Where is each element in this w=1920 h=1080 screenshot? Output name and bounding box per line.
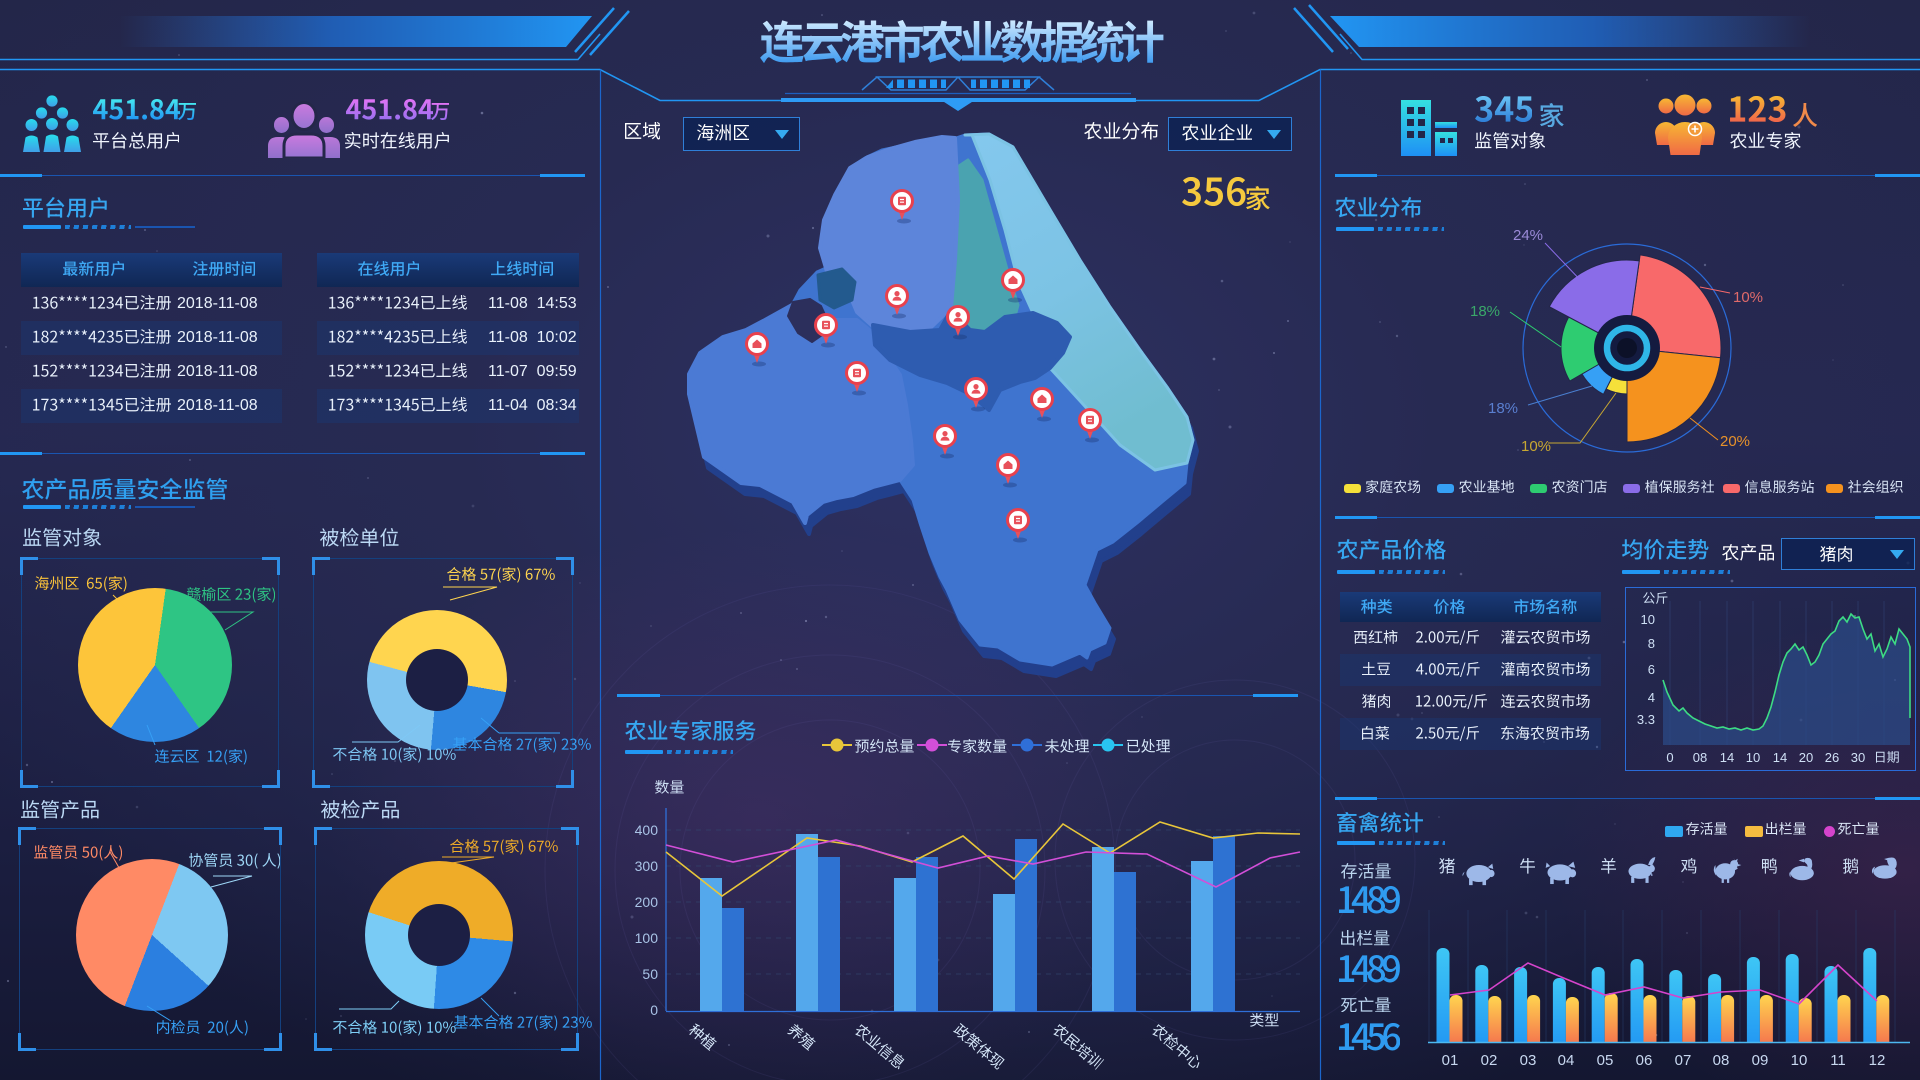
- svg-text:09: 09: [1752, 1052, 1769, 1069]
- svg-text:200: 200: [635, 894, 659, 910]
- svg-text:26: 26: [1825, 750, 1839, 765]
- svg-text:04: 04: [1558, 1052, 1575, 1069]
- svg-text:100: 100: [635, 930, 659, 946]
- svg-text:0: 0: [1666, 750, 1673, 765]
- svg-text:03: 03: [1520, 1052, 1537, 1069]
- svg-text:14: 14: [1773, 750, 1787, 765]
- svg-text:05: 05: [1597, 1052, 1614, 1069]
- svg-text:6: 6: [1648, 662, 1655, 677]
- svg-text:20: 20: [1799, 750, 1813, 765]
- svg-text:08: 08: [1713, 1052, 1730, 1069]
- svg-text:8: 8: [1648, 636, 1655, 651]
- svg-text:11: 11: [1830, 1052, 1846, 1069]
- svg-text:400: 400: [635, 822, 659, 838]
- svg-text:300: 300: [635, 858, 659, 874]
- svg-text:50: 50: [642, 966, 658, 982]
- svg-text:10: 10: [1641, 612, 1655, 627]
- svg-text:30: 30: [1851, 750, 1865, 765]
- svg-text:12: 12: [1869, 1052, 1886, 1069]
- svg-text:14: 14: [1720, 750, 1734, 765]
- svg-text:01: 01: [1442, 1052, 1459, 1069]
- svg-text:10: 10: [1791, 1052, 1808, 1069]
- svg-text:10: 10: [1746, 750, 1760, 765]
- svg-text:4: 4: [1648, 690, 1655, 705]
- svg-text:02: 02: [1481, 1052, 1498, 1069]
- svg-text:3.3: 3.3: [1637, 712, 1655, 727]
- svg-text:08: 08: [1693, 750, 1707, 765]
- svg-text:07: 07: [1675, 1052, 1692, 1069]
- svg-text:06: 06: [1636, 1052, 1653, 1069]
- svg-text:0: 0: [650, 1002, 658, 1018]
